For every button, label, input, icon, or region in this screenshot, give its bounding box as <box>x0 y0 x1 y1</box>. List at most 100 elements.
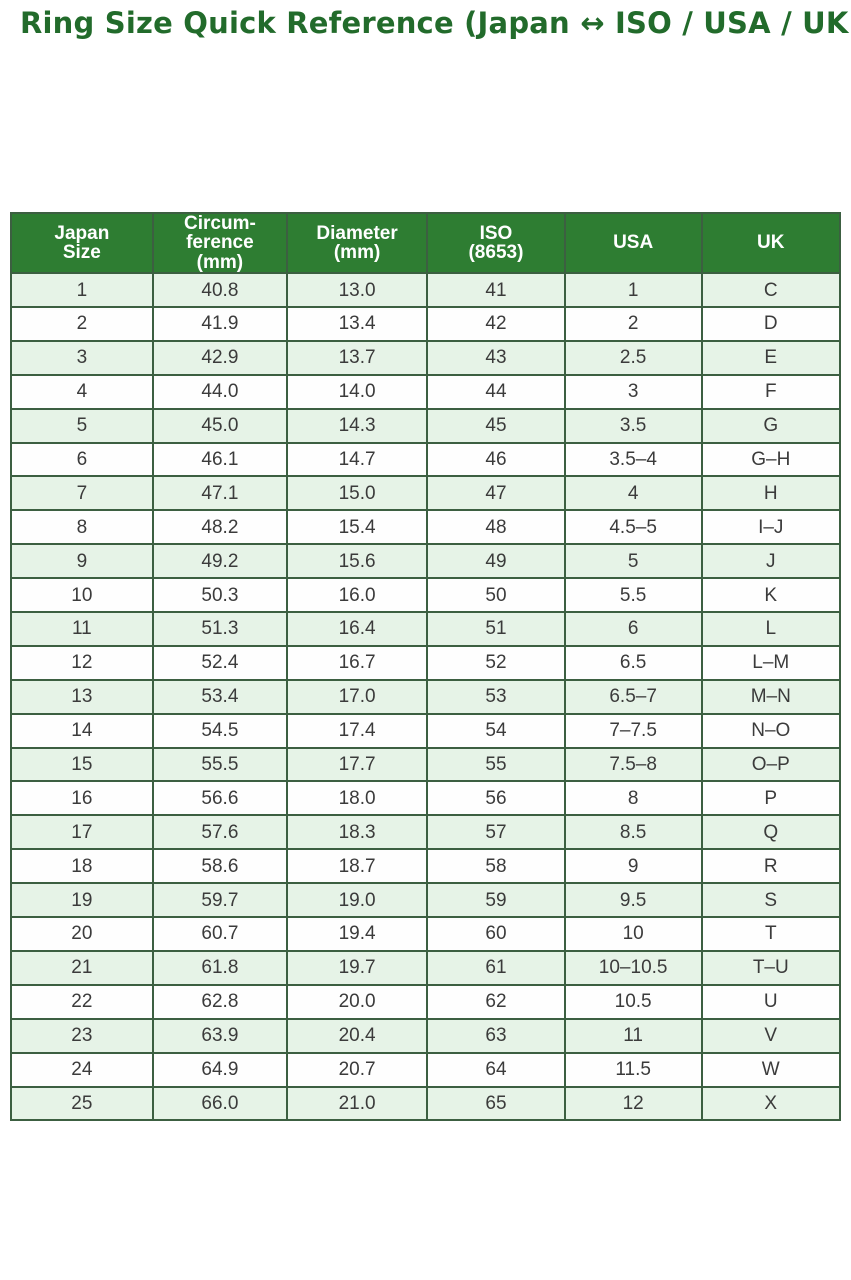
table-cell: J <box>700 543 842 580</box>
table-cell: O–P <box>700 746 842 783</box>
table-cell: 66.0 <box>151 1085 289 1122</box>
table-cell: 3 <box>563 373 703 410</box>
table-cell: 52.4 <box>151 644 289 681</box>
table-cell: M–N <box>700 678 842 715</box>
table-cell: 51.3 <box>151 611 289 647</box>
table-cell: 6 <box>563 611 703 647</box>
table-cell: 59 <box>426 882 566 919</box>
table-cell: 17.0 <box>286 678 429 715</box>
table-cell: K <box>700 577 842 614</box>
table-cell: 60 <box>426 916 566 952</box>
table-cell: 25 <box>10 1085 154 1122</box>
column-header-3: ISO (8653) <box>426 211 566 275</box>
table-row: 15 55.5 17.7 55 7.5–8 O–P <box>10 746 842 783</box>
table-cell: 3 <box>10 339 154 376</box>
table-cell: 42 <box>426 306 566 342</box>
table-cell: 65 <box>426 1085 566 1122</box>
table-cell: 62 <box>426 983 566 1020</box>
table-cell: 7 <box>10 475 154 512</box>
table-cell: F <box>700 373 842 410</box>
table-cell: 50.3 <box>151 577 289 614</box>
table-cell: 17 <box>10 814 154 851</box>
table-cell: 18.0 <box>286 780 429 817</box>
table-cell: 10 <box>563 916 703 952</box>
table-cell: 10 <box>10 577 154 614</box>
table-cell: 24 <box>10 1051 154 1088</box>
table-cell: 48 <box>426 509 566 546</box>
table-cell: S <box>700 882 842 919</box>
table-cell: 14.0 <box>286 373 429 410</box>
table-row: 21 61.8 19.7 61 10–10.5 T–U <box>10 949 842 986</box>
table-cell: 14 <box>10 712 154 749</box>
table-cell: U <box>700 983 842 1020</box>
table-cell: 2 <box>10 306 154 342</box>
table-cell: 19.4 <box>286 916 429 952</box>
table-row: 2 41.9 13.4 42 2 D <box>10 306 842 342</box>
table-cell: 21 <box>10 949 154 986</box>
table-cell: 7.5–8 <box>563 746 703 783</box>
table-cell: 9.5 <box>563 882 703 919</box>
table-cell: 13 <box>10 678 154 715</box>
table-cell: Q <box>700 814 842 851</box>
table-row: 9 49.2 15.6 49 5 J <box>10 543 842 580</box>
table-cell: 12 <box>563 1085 703 1122</box>
table-row: 5 45.0 14.3 45 3.5 G <box>10 407 842 444</box>
table-row: 7 47.1 15.0 47 4 H <box>10 475 842 512</box>
table-row: 18 58.6 18.7 58 9 R <box>10 848 842 885</box>
table-cell: 46 <box>426 441 566 478</box>
ring-size-table: Japan Size Circum-ference (mm) Diameter (mm) I… <box>10 211 842 1122</box>
table-cell: 40.8 <box>151 272 289 309</box>
table-cell: 57 <box>426 814 566 851</box>
table-cell: 4.5–5 <box>563 509 703 546</box>
table-cell: 16 <box>10 780 154 817</box>
table-cell: 53 <box>426 678 566 715</box>
table-cell: 11.5 <box>563 1051 703 1088</box>
table-row: 8 48.2 15.4 48 4.5–5 I–J <box>10 509 842 546</box>
table-cell: 3.5 <box>563 407 703 444</box>
table-cell: 62.8 <box>151 983 289 1020</box>
table-cell: 15.6 <box>286 543 429 580</box>
table-cell: 60.7 <box>151 916 289 952</box>
table-row: 1 40.8 13.0 41 1 C <box>10 272 842 309</box>
table-cell: 13.7 <box>286 339 429 376</box>
page-title: Ring Size Quick Reference (Japan ↔ ISO /… <box>20 6 851 40</box>
table-cell: 6.5–7 <box>563 678 703 715</box>
table-cell: P <box>700 780 842 817</box>
table-row: 4 44.0 14.0 44 3 F <box>10 373 842 410</box>
table-cell: 42.9 <box>151 339 289 376</box>
table-cell: 18.3 <box>286 814 429 851</box>
table-cell: 55 <box>426 746 566 783</box>
table-cell: 55.5 <box>151 746 289 783</box>
table-cell: 43 <box>426 339 566 376</box>
table-cell: 47 <box>426 475 566 512</box>
table-row: 20 60.7 19.4 60 10 T <box>10 916 842 952</box>
table-cell: 63 <box>426 1017 566 1054</box>
table-cell: 58 <box>426 848 566 885</box>
table-cell: 58.6 <box>151 848 289 885</box>
table-cell: 23 <box>10 1017 154 1054</box>
table-cell: 4 <box>563 475 703 512</box>
table-cell: I–J <box>700 509 842 546</box>
table-cell: 19.0 <box>286 882 429 919</box>
table-cell: 15.0 <box>286 475 429 512</box>
table-row: 23 63.9 20.4 63 11 V <box>10 1017 842 1054</box>
table-cell: 1 <box>10 272 154 309</box>
table-cell: 18.7 <box>286 848 429 885</box>
table-cell: 5 <box>10 407 154 444</box>
table-cell: 10.5 <box>563 983 703 1020</box>
table-cell: 11 <box>563 1017 703 1054</box>
table-cell: G–H <box>700 441 842 478</box>
table-cell: 9 <box>563 848 703 885</box>
table-cell: 1 <box>563 272 703 309</box>
table-cell: 16.7 <box>286 644 429 681</box>
table-cell: 57.6 <box>151 814 289 851</box>
table-cell: 2 <box>563 306 703 342</box>
table-cell: 45.0 <box>151 407 289 444</box>
table-cell: E <box>700 339 842 376</box>
table-row: 24 64.9 20.7 64 11.5 W <box>10 1051 842 1088</box>
table-cell: 19.7 <box>286 949 429 986</box>
column-header-5: UK <box>700 211 842 275</box>
table-cell: 54.5 <box>151 712 289 749</box>
table-cell: 22 <box>10 983 154 1020</box>
table-cell: 18 <box>10 848 154 885</box>
